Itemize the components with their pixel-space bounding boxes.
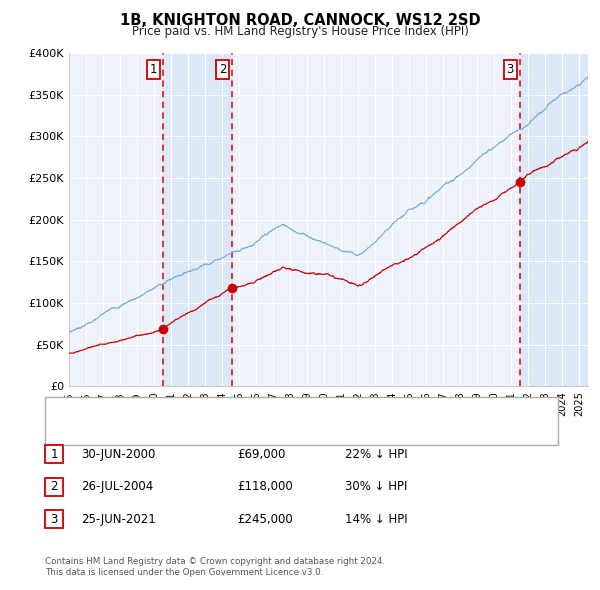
- Text: 22% ↓ HPI: 22% ↓ HPI: [345, 448, 407, 461]
- Text: 26-JUL-2004: 26-JUL-2004: [81, 480, 153, 493]
- Bar: [520, 53, 588, 386]
- Text: —: —: [56, 401, 75, 419]
- Text: 14% ↓ HPI: 14% ↓ HPI: [345, 513, 407, 526]
- Text: 1B, KNIGHTON ROAD, CANNOCK, WS12 2SD: 1B, KNIGHTON ROAD, CANNOCK, WS12 2SD: [119, 13, 481, 28]
- Text: £245,000: £245,000: [237, 513, 293, 526]
- Text: 30% ↓ HPI: 30% ↓ HPI: [345, 480, 407, 493]
- Text: 3: 3: [50, 513, 58, 526]
- Text: HPI: Average price, detached house, Cannock Chase: HPI: Average price, detached house, Cann…: [85, 428, 371, 438]
- Text: This data is licensed under the Open Government Licence v3.0.: This data is licensed under the Open Gov…: [45, 568, 323, 577]
- Text: 1: 1: [149, 63, 157, 76]
- Text: £69,000: £69,000: [237, 448, 286, 461]
- Text: £118,000: £118,000: [237, 480, 293, 493]
- Text: 1B, KNIGHTON ROAD, CANNOCK, WS12 2SD (detached house): 1B, KNIGHTON ROAD, CANNOCK, WS12 2SD (de…: [85, 405, 426, 415]
- Text: 30-JUN-2000: 30-JUN-2000: [81, 448, 155, 461]
- Text: 2: 2: [219, 63, 226, 76]
- Bar: [163, 53, 232, 386]
- Text: 2: 2: [50, 480, 58, 493]
- Text: Price paid vs. HM Land Registry's House Price Index (HPI): Price paid vs. HM Land Registry's House …: [131, 25, 469, 38]
- Text: 1: 1: [50, 448, 58, 461]
- Text: Contains HM Land Registry data © Crown copyright and database right 2024.: Contains HM Land Registry data © Crown c…: [45, 558, 385, 566]
- Text: 25-JUN-2021: 25-JUN-2021: [81, 513, 156, 526]
- Text: 3: 3: [506, 63, 514, 76]
- Text: —: —: [56, 424, 75, 443]
